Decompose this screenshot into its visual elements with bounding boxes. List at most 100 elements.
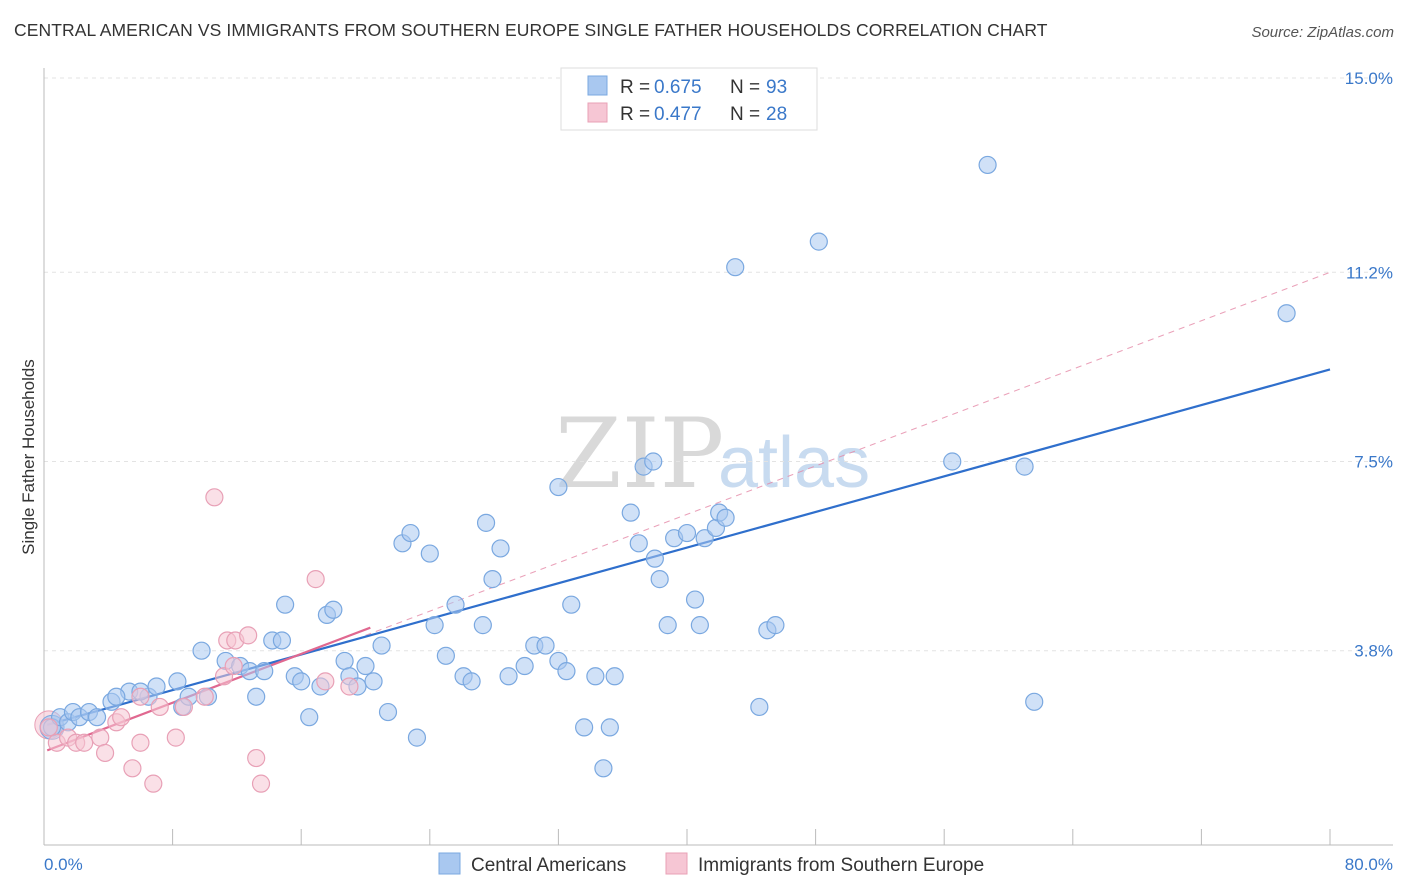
point-central-americans bbox=[324, 600, 343, 619]
point-central-americans bbox=[1277, 304, 1296, 323]
watermark-zip: ZIP bbox=[555, 398, 724, 510]
x-tick-label-max: 80.0% bbox=[1345, 855, 1393, 874]
point-southern-europe bbox=[112, 708, 131, 727]
chart-title: CENTRAL AMERICAN VS IMMIGRANTS FROM SOUT… bbox=[14, 20, 1048, 40]
point-central-americans bbox=[473, 616, 492, 635]
legend-r-label-1: R = bbox=[620, 77, 650, 98]
point-central-americans bbox=[644, 452, 663, 471]
point-central-americans bbox=[562, 595, 581, 614]
y-tick-label: 15.0% bbox=[1345, 69, 1393, 88]
legend-n-value-1: 93 bbox=[766, 77, 787, 98]
point-central-americans bbox=[1025, 692, 1044, 711]
point-southern-europe bbox=[340, 677, 359, 696]
point-southern-europe bbox=[39, 718, 58, 737]
legend-r-value-1: 0.675 bbox=[654, 77, 702, 98]
point-central-americans bbox=[87, 708, 107, 727]
watermark: ZIP atlas bbox=[555, 398, 870, 510]
point-central-americans bbox=[499, 667, 518, 686]
point-central-americans bbox=[364, 672, 383, 691]
legend-r-label-2: R = bbox=[620, 104, 650, 125]
point-central-americans bbox=[372, 636, 391, 655]
point-central-americans bbox=[300, 708, 319, 727]
point-central-americans bbox=[147, 677, 166, 696]
x-axis-ticks bbox=[43, 829, 1331, 845]
legend-stats: R = 0.675 N = 93 R = 0.477 N = 28 bbox=[560, 67, 818, 131]
point-central-americans bbox=[462, 672, 481, 691]
point-southern-europe bbox=[174, 697, 193, 717]
point-southern-europe bbox=[131, 687, 150, 706]
point-central-americans bbox=[247, 687, 266, 706]
point-central-americans bbox=[378, 702, 398, 722]
point-southern-europe bbox=[306, 570, 325, 589]
legend-n-label-1: N = bbox=[730, 77, 760, 98]
point-central-americans bbox=[726, 258, 745, 277]
point-southern-europe bbox=[166, 728, 185, 747]
point-central-americans bbox=[356, 656, 375, 676]
point-central-americans bbox=[650, 570, 669, 589]
point-central-americans bbox=[401, 523, 420, 543]
trend-line-extension bbox=[365, 271, 1331, 636]
gridlines bbox=[44, 77, 1393, 652]
point-central-americans bbox=[425, 616, 444, 635]
legend-swatch-central-americans bbox=[587, 75, 608, 96]
point-southern-europe bbox=[239, 626, 258, 645]
point-southern-europe bbox=[144, 774, 163, 793]
point-central-americans bbox=[515, 656, 534, 676]
point-central-americans bbox=[677, 523, 697, 543]
legend-series: Central Americans Immigrants from Southe… bbox=[438, 852, 984, 876]
point-central-americans bbox=[685, 590, 705, 609]
point-central-americans bbox=[978, 155, 997, 175]
legend-n-value-2: 28 bbox=[766, 104, 787, 125]
point-central-americans bbox=[658, 616, 677, 635]
point-southern-europe bbox=[131, 733, 150, 752]
point-southern-europe bbox=[316, 672, 335, 691]
watermark-atlas: atlas bbox=[718, 423, 870, 503]
trend-lines bbox=[46, 271, 1331, 752]
point-central-americans bbox=[407, 728, 427, 747]
y-tick-label: 3.8% bbox=[1354, 642, 1393, 661]
point-central-americans bbox=[292, 672, 311, 691]
point-central-americans bbox=[621, 503, 640, 522]
point-central-americans bbox=[690, 616, 709, 635]
point-central-americans bbox=[192, 641, 211, 660]
point-southern-europe bbox=[205, 488, 224, 507]
bottom-legend-label-southern-europe: Immigrants from Southern Europe bbox=[698, 855, 984, 876]
point-central-americans bbox=[276, 595, 295, 614]
point-central-americans bbox=[476, 513, 496, 532]
point-central-americans bbox=[168, 672, 187, 691]
legend-n-label-2: N = bbox=[730, 104, 760, 125]
y-tick-labels: 3.8% 7.5% 11.2% 15.0% bbox=[1345, 69, 1393, 661]
point-central-americans bbox=[446, 595, 465, 614]
point-central-americans bbox=[491, 539, 510, 558]
point-central-americans bbox=[605, 667, 624, 686]
point-southern-europe bbox=[224, 656, 243, 676]
point-central-americans bbox=[594, 759, 613, 778]
chart-source: Source: ZipAtlas.com bbox=[1251, 24, 1394, 41]
point-central-americans bbox=[557, 662, 576, 681]
bottom-legend-swatch-southern-europe bbox=[665, 852, 688, 875]
point-central-americans bbox=[483, 570, 502, 589]
point-central-americans bbox=[645, 549, 664, 568]
point-southern-europe bbox=[247, 748, 266, 768]
bottom-legend-swatch-central-americans bbox=[438, 852, 461, 875]
point-central-americans bbox=[943, 452, 962, 471]
point-southern-europe bbox=[91, 728, 110, 747]
point-central-americans bbox=[629, 534, 648, 553]
point-central-americans bbox=[436, 646, 455, 665]
point-southern-europe bbox=[123, 759, 142, 778]
y-tick-label: 11.2% bbox=[1346, 263, 1393, 282]
point-central-americans bbox=[1015, 457, 1034, 476]
point-southern-europe bbox=[95, 743, 115, 763]
point-central-americans bbox=[809, 232, 828, 251]
point-central-americans bbox=[335, 651, 354, 671]
legend-swatch-southern-europe bbox=[587, 102, 608, 123]
point-southern-europe bbox=[195, 687, 214, 706]
point-central-americans bbox=[549, 477, 568, 497]
point-central-americans bbox=[600, 718, 619, 737]
point-central-americans bbox=[586, 667, 605, 686]
point-southern-europe bbox=[251, 774, 271, 793]
point-central-americans bbox=[107, 687, 126, 706]
y-axis-label: Single Father Households bbox=[19, 359, 38, 555]
bottom-legend-label-central-americans: Central Americans bbox=[471, 855, 626, 876]
